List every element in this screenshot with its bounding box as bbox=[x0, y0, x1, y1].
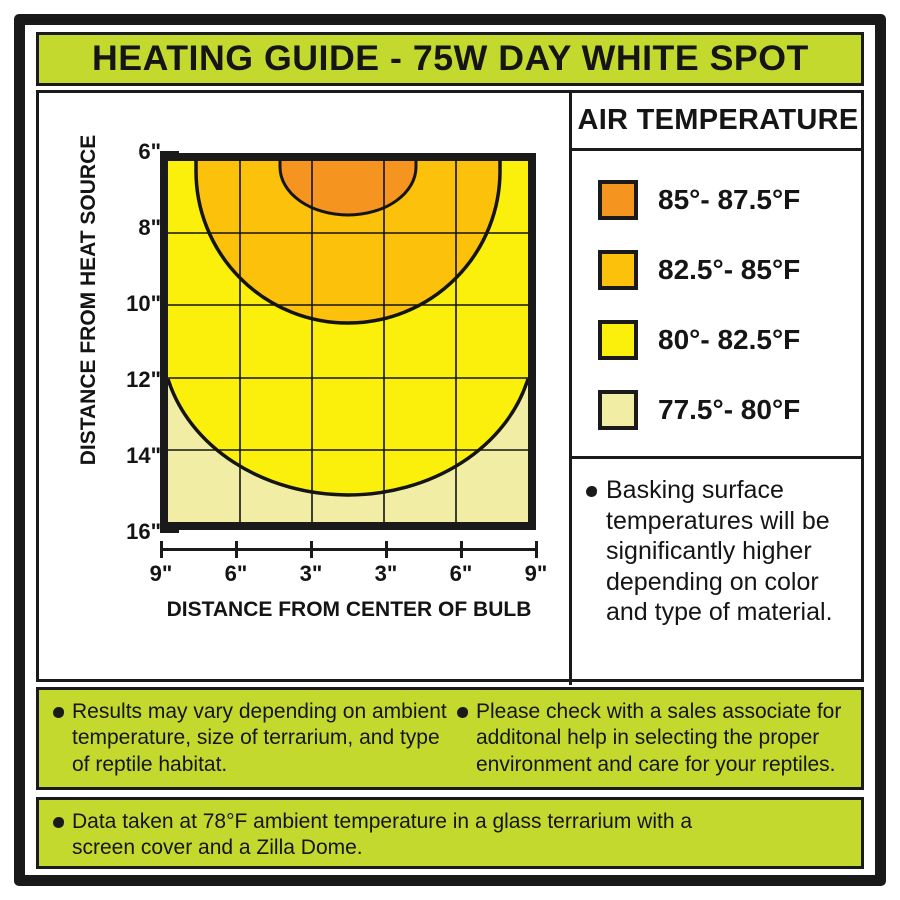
note-text: Please check with a sales associate for … bbox=[476, 700, 842, 776]
legend-item-label: 85°- 87.5°F bbox=[658, 184, 801, 215]
legend-note-divider bbox=[572, 456, 864, 459]
x-axis-line bbox=[160, 548, 538, 551]
plot-gridlines bbox=[168, 161, 528, 522]
x-tick-label: 6" bbox=[224, 561, 248, 586]
x-tick-mark bbox=[385, 541, 388, 558]
x-tick-label: 6" bbox=[449, 561, 473, 586]
basking-note: Basking surface temperatures will be sig… bbox=[572, 465, 864, 628]
x-tick-mark bbox=[310, 541, 313, 558]
x-tick-label: 9" bbox=[524, 561, 548, 586]
legend-swatch-775-80 bbox=[598, 390, 638, 430]
legend-item: 82.5°- 85°F bbox=[572, 235, 864, 305]
contour-line-85 bbox=[278, 161, 418, 217]
heat-map-svg bbox=[168, 161, 528, 522]
y-axis-tick-labels: 6" 8" 10" 12" 14" 16" bbox=[91, 93, 161, 685]
legend-item: 77.5°- 80°F bbox=[572, 375, 864, 445]
y-tick-label: 10" bbox=[126, 291, 161, 316]
bullet-icon bbox=[457, 707, 468, 718]
title-banner: HEATING GUIDE - 75W DAY WHITE SPOT bbox=[36, 32, 864, 86]
x-tick-mark bbox=[160, 541, 163, 558]
legend-panel: AIR TEMPERATURE 85°- 87.5°F 82.5°- 85°F … bbox=[572, 93, 864, 685]
panel-divider bbox=[569, 93, 572, 685]
notes-bar-lower: Data taken at 78°F ambient temperature i… bbox=[36, 797, 864, 869]
y-tick-mark bbox=[160, 151, 179, 154]
legend-swatch-80-825 bbox=[598, 320, 638, 360]
legend-item-label: 80°- 82.5°F bbox=[658, 324, 801, 355]
bullet-icon bbox=[586, 486, 597, 497]
bullet-icon bbox=[53, 707, 64, 718]
contour-line-825 bbox=[194, 161, 502, 325]
x-tick-mark bbox=[535, 541, 538, 558]
x-tick-label: 9" bbox=[149, 561, 173, 586]
band-825-85 bbox=[196, 161, 500, 323]
card-border bbox=[14, 14, 886, 886]
legend-header: AIR TEMPERATURE bbox=[572, 93, 864, 151]
heat-map-chart: DISTANCE FROM HEAT SOURCE 6" 8" 10" 12" … bbox=[39, 93, 569, 685]
band-85-875 bbox=[280, 161, 416, 215]
legend-item-label: 82.5°- 85°F bbox=[658, 254, 801, 285]
notes-bar-upper: Results may vary depending on ambient te… bbox=[36, 687, 864, 790]
note-item: Data taken at 78°F ambient temperature i… bbox=[53, 809, 753, 862]
y-tick-label: 14" bbox=[126, 443, 161, 468]
legend-item: 80°- 82.5°F bbox=[572, 305, 864, 375]
legend-swatch-85-875 bbox=[598, 180, 638, 220]
legend-heading: AIR TEMPERATURE bbox=[577, 104, 859, 136]
x-axis-label: DISTANCE FROM CENTER OF BULB bbox=[166, 598, 532, 621]
basking-note-text: Basking surface temperatures will be sig… bbox=[606, 476, 833, 626]
y-tick-label: 8" bbox=[138, 215, 161, 240]
legend-item: 85°- 87.5°F bbox=[572, 165, 864, 235]
x-tick-label: 3" bbox=[374, 561, 398, 586]
contour-line-80 bbox=[168, 378, 528, 497]
note-item: Results may vary depending on ambient te… bbox=[53, 699, 448, 778]
page-title: HEATING GUIDE - 75W DAY WHITE SPOT bbox=[91, 39, 809, 78]
legend-item-label: 77.5°- 80°F bbox=[658, 394, 801, 425]
y-tick-label: 12" bbox=[126, 367, 161, 392]
y-tick-mark bbox=[160, 530, 179, 533]
note-text: Results may vary depending on ambient te… bbox=[72, 700, 447, 776]
legend-swatch-825-85 bbox=[598, 250, 638, 290]
main-content-area: DISTANCE FROM HEAT SOURCE 6" 8" 10" 12" … bbox=[36, 90, 864, 685]
y-tick-label: 16" bbox=[126, 519, 161, 544]
legend-items: 85°- 87.5°F 82.5°- 85°F 80°- 82.5°F 77.5… bbox=[572, 151, 864, 456]
x-tick-label: 3" bbox=[299, 561, 323, 586]
plot-area bbox=[160, 153, 536, 530]
bullet-icon bbox=[53, 817, 64, 828]
x-tick-mark bbox=[460, 541, 463, 558]
y-tick-label: 6" bbox=[138, 139, 161, 164]
note-item: Please check with a sales associate for … bbox=[457, 699, 855, 778]
note-text: Data taken at 78°F ambient temperature i… bbox=[72, 810, 693, 860]
x-tick-mark bbox=[235, 541, 238, 558]
